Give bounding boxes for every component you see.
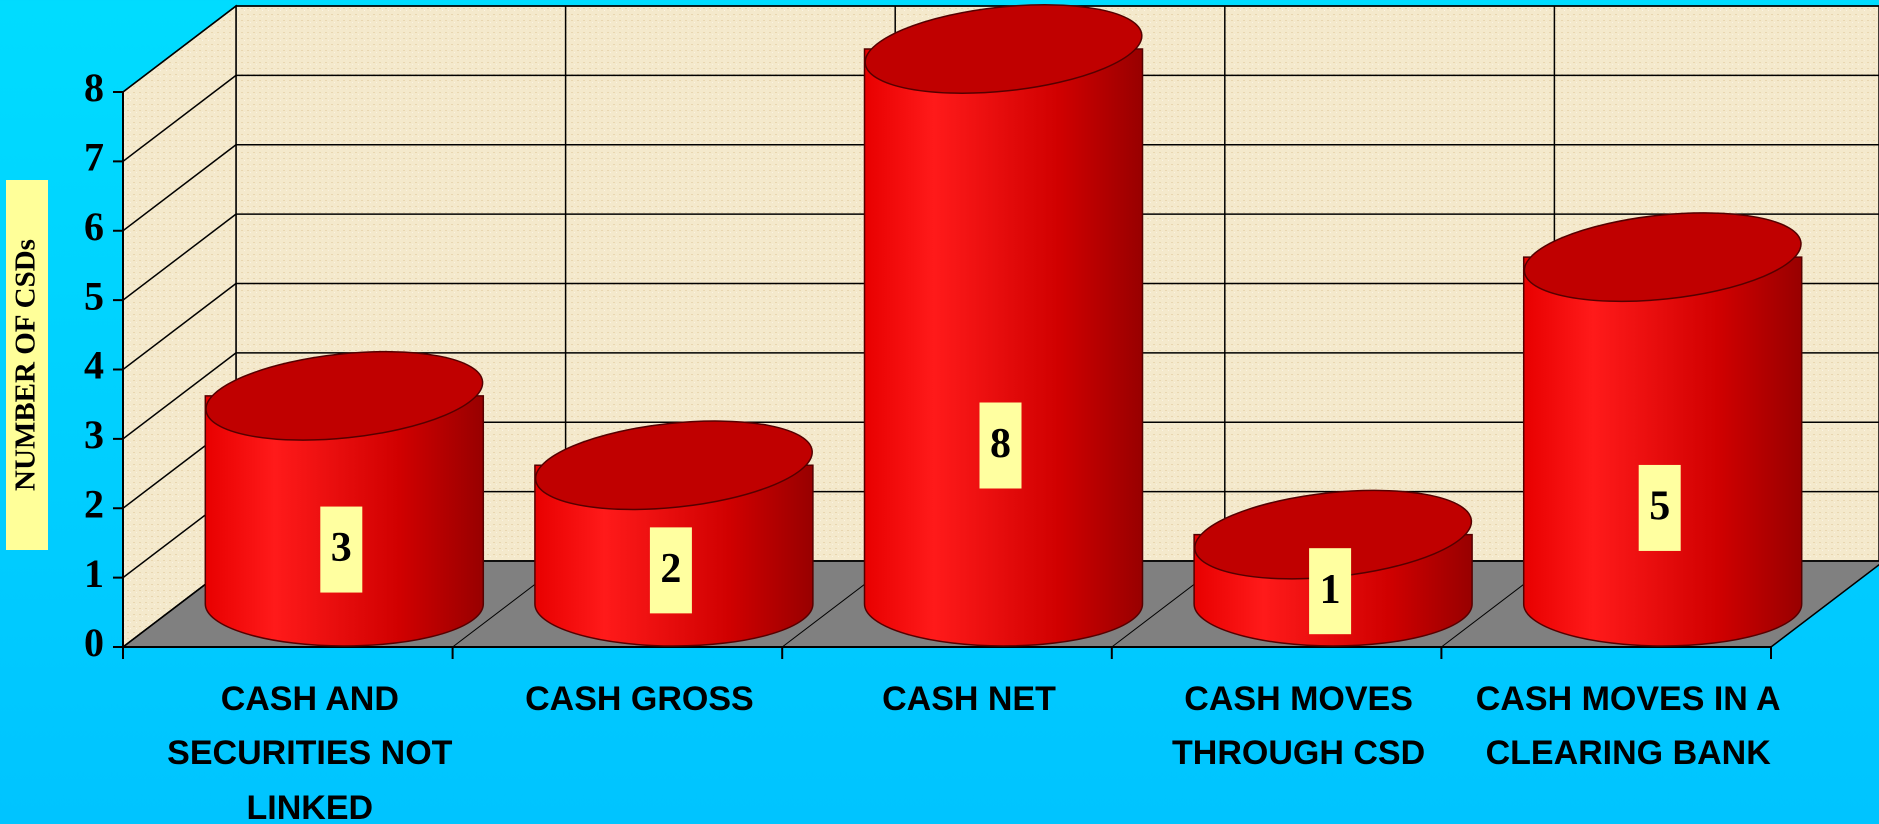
y-tick-label: 7 [84, 135, 104, 180]
cylinder-top [1523, 212, 1802, 303]
grid-line [122, 74, 237, 162]
y-tick-label: 3 [84, 412, 104, 457]
grid-line [122, 352, 237, 440]
y-tick-label: 4 [84, 343, 104, 388]
cylinder-top [534, 420, 813, 511]
cylinder: 5 [1522, 212, 1803, 647]
value-label-box [1309, 548, 1352, 635]
value-label-box [649, 527, 692, 614]
grid-line [122, 282, 237, 371]
cylinder-top [205, 350, 484, 441]
x-tick-label: CASH MOVES IN A CLEARING BANK [1475, 680, 1781, 773]
grid-line [122, 213, 237, 301]
x-tick-label: CASH GROSS [525, 680, 754, 718]
x-tick-label: CASH MOVES THROUGH CSD [1172, 680, 1426, 773]
value-label: 1 [1320, 567, 1341, 613]
grid-line [122, 144, 237, 232]
y-tick-label: 5 [84, 273, 104, 318]
x-tick-label: CASH AND SECURITIES NOT LINKED [167, 680, 453, 824]
y-tick-label: 8 [84, 65, 104, 110]
value-label: 5 [1649, 484, 1670, 530]
floor-divider [1770, 564, 1879, 648]
y-label-box [6, 180, 48, 550]
value-label-box [979, 402, 1022, 489]
cylinder-body [863, 48, 1144, 647]
value-label: 3 [331, 525, 352, 571]
value-label: 2 [660, 546, 681, 592]
cylinder: 2 [534, 420, 814, 647]
cylinder: 8 [863, 4, 1144, 647]
cylinder: 1 [1193, 489, 1473, 647]
cylinder-top [864, 4, 1143, 94]
cylinder-body [1522, 256, 1803, 647]
y-tick-label: 6 [84, 204, 104, 249]
x-tick-label: CASH NET [882, 680, 1056, 718]
grid-line [122, 5, 237, 93]
bars: 3 2 8 1 5 [204, 4, 1803, 647]
y-tick-label: 1 [84, 551, 104, 596]
cylinder: 3 [204, 350, 485, 647]
y-axis-label: NUMBER OF CSDs [10, 239, 42, 491]
value-label-box [1638, 464, 1681, 551]
y-tick-label: 2 [84, 481, 104, 526]
value-label-box [320, 506, 363, 593]
value-label: 8 [990, 421, 1011, 467]
y-tick-label: 0 [84, 620, 104, 665]
